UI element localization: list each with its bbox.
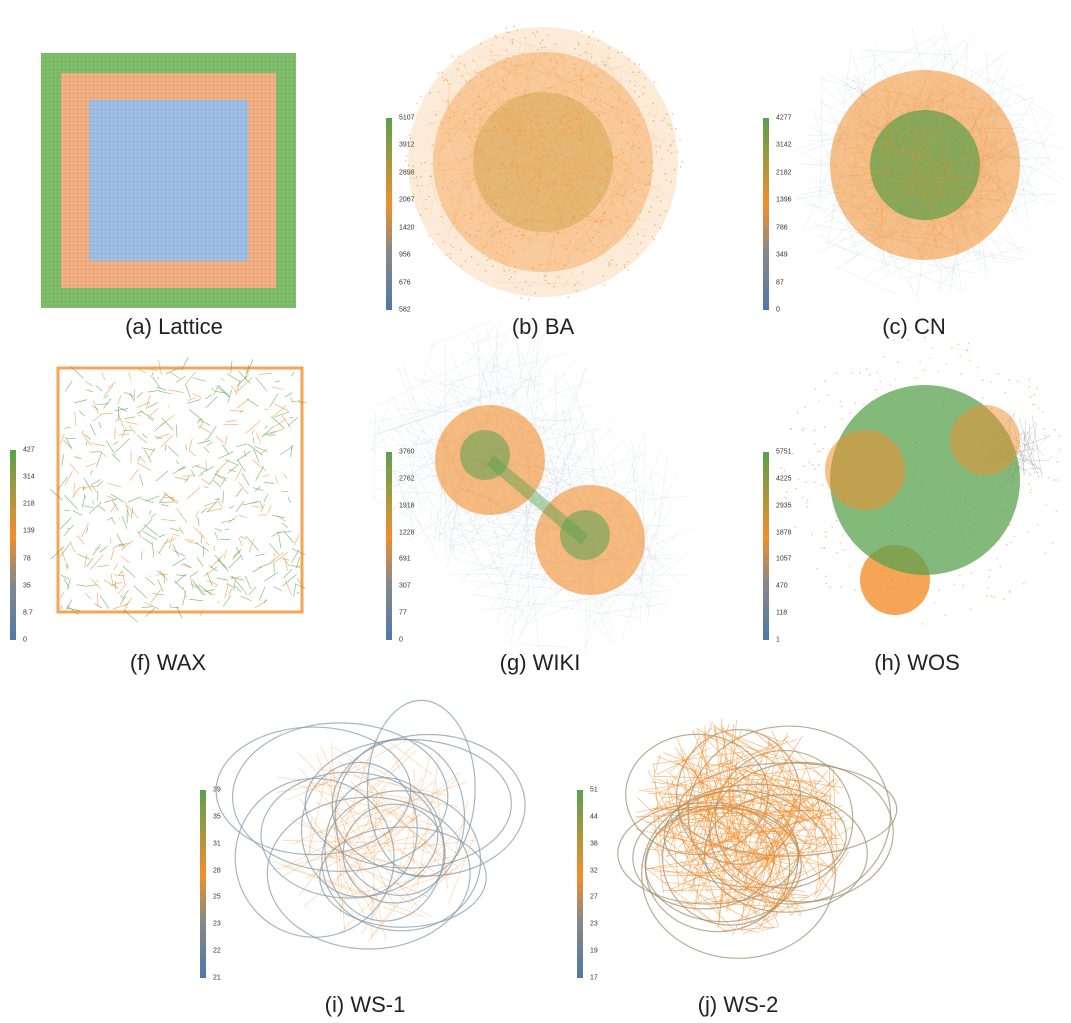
caption-wos: (h) WOS xyxy=(874,650,960,675)
colorbar-ba xyxy=(386,118,392,310)
colorbar-tick-label: 4225 xyxy=(776,475,792,483)
colorbar-tick-label: 307 xyxy=(399,582,411,590)
colorbar-tick-label: 39 xyxy=(213,786,221,794)
colorbar-tick-label: 1878 xyxy=(776,529,792,537)
colorbar-wiki xyxy=(386,452,392,640)
colorbar-tick-label: 3912 xyxy=(399,141,415,149)
colorbar-tick-label: 118 xyxy=(776,609,788,617)
colorbar-tick-label: 87 xyxy=(776,279,784,287)
colorbar-tick-label: 1 xyxy=(776,636,780,644)
caption-ws1: (i) WS-1 xyxy=(324,992,406,1017)
colorbar-tick-label: 22 xyxy=(213,947,221,955)
colorbar-tick-label: 314 xyxy=(23,473,35,481)
colorbar-tick-label: 44 xyxy=(590,813,598,821)
colorbar-wax xyxy=(10,450,16,640)
colorbar-tick-label: 1396 xyxy=(776,196,792,204)
colorbar-tick-label: 8.7 xyxy=(23,609,33,617)
colorbar-tick-label: 27 xyxy=(590,893,598,901)
colorbar-tick-label: 32 xyxy=(590,867,598,875)
colorbar-tick-label: 23 xyxy=(590,920,598,928)
wiki-graph xyxy=(363,320,695,656)
caption-wiki: (g) WIKI xyxy=(499,650,581,675)
colorbar-tick-label: 19 xyxy=(590,947,598,955)
cn-graph xyxy=(792,26,1065,302)
colorbar-tick-label: 21 xyxy=(213,974,221,982)
caption-cn: (c) CN xyxy=(882,314,946,339)
colorbar-tick-label: 0 xyxy=(23,636,27,644)
colorbar-tick-label: 28 xyxy=(213,867,221,875)
colorbar-tick-label: 5107 xyxy=(399,114,415,122)
colorbar-tick-label: 4277 xyxy=(776,114,792,122)
colorbar-tick-label: 139 xyxy=(23,527,35,535)
colorbar-tick-label: 2182 xyxy=(776,169,792,177)
colorbar-tick-label: 0 xyxy=(776,306,780,314)
ws2-graph xyxy=(617,718,898,959)
colorbar-tick-label: 78 xyxy=(23,555,31,563)
colorbar-ws1 xyxy=(200,790,206,978)
colorbar-tick-label: 349 xyxy=(776,251,788,259)
colorbar-tick-label: 38 xyxy=(590,840,598,848)
ws1-graph xyxy=(215,699,526,950)
colorbar-tick-label: 218 xyxy=(23,500,35,508)
colorbar-tick-label: 3142 xyxy=(776,141,792,149)
colorbar-cn xyxy=(763,118,769,310)
colorbar-tick-label: 23 xyxy=(213,920,221,928)
colorbar-tick-label: 1228 xyxy=(399,529,415,537)
colorbar-tick-label: 2067 xyxy=(399,196,415,204)
colorbar-tick-label: 2898 xyxy=(399,169,415,177)
colorbar-tick-label: 31 xyxy=(213,840,221,848)
colorbar-tick-label: 786 xyxy=(776,224,788,232)
colorbar-tick-label: 1918 xyxy=(399,502,415,510)
colorbar-tick-label: 691 xyxy=(399,555,411,563)
caption-ba: (b) BA xyxy=(511,314,575,339)
colorbar-tick-label: 427 xyxy=(23,446,35,454)
colorbar-tick-label: 5751 xyxy=(776,448,792,456)
wos-graph xyxy=(780,336,1061,625)
colorbar-tick-label: 0 xyxy=(399,636,403,644)
ba-graph xyxy=(404,25,684,301)
colorbar-ws2 xyxy=(577,790,583,978)
colorbar-wos xyxy=(763,452,769,640)
colorbar-tick-label: 470 xyxy=(776,582,788,590)
caption-ws2: (j) WS-2 xyxy=(697,992,779,1017)
colorbar-tick-label: 77 xyxy=(399,609,407,617)
colorbar-tick-label: 582 xyxy=(399,306,411,314)
colorbar-tick-label: 25 xyxy=(213,893,221,901)
colorbar-tick-label: 676 xyxy=(399,279,411,287)
colorbar-tick-label: 17 xyxy=(590,974,598,982)
colorbar-tick-label: 3760 xyxy=(399,448,415,456)
wax-graph xyxy=(50,356,307,623)
colorbar-tick-label: 51 xyxy=(590,786,598,794)
caption-wax: (f) WAX xyxy=(129,650,207,675)
colorbar-tick-label: 1420 xyxy=(399,224,415,232)
colorbar-tick-label: 35 xyxy=(213,813,221,821)
caption-lattice: (a) Lattice xyxy=(125,314,223,339)
lattice-graph xyxy=(41,53,296,308)
colorbar-tick-label: 2935 xyxy=(776,502,792,510)
colorbar-tick-label: 956 xyxy=(399,251,411,259)
colorbar-tick-label: 2762 xyxy=(399,475,415,483)
colorbar-tick-label: 35 xyxy=(23,582,31,590)
colorbar-tick-label: 1057 xyxy=(776,555,792,563)
